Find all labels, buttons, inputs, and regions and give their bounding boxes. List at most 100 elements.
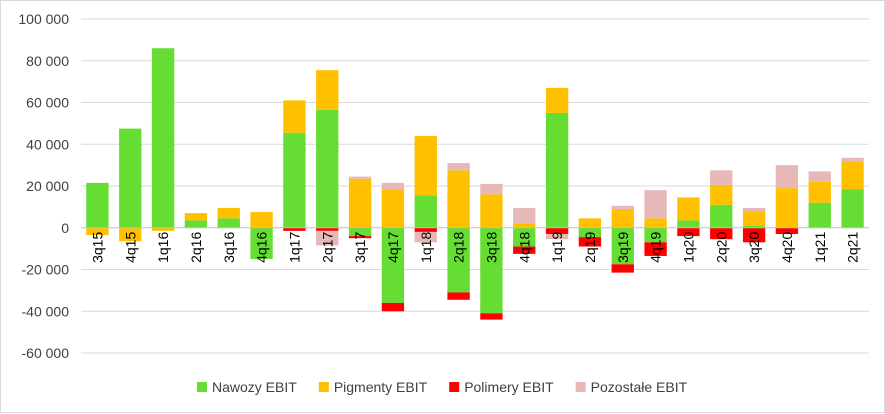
x-tick-label: 1q21 <box>812 232 828 263</box>
bar-segment-nawozy <box>677 220 700 228</box>
bar-segment-pigmenty <box>348 178 372 228</box>
y-tick-label: 60 000 <box>26 95 69 111</box>
bar-segment-polimery <box>447 292 470 300</box>
bar-segment-pozostałe <box>348 176 372 179</box>
x-tick-label: 4q20 <box>779 232 795 263</box>
x-tick-label: 3q20 <box>746 232 762 263</box>
legend-label: Pozostałe EBIT <box>591 379 688 395</box>
bar-segment-pigmenty <box>184 213 208 221</box>
bar-segment-pigmenty <box>480 194 503 228</box>
bar-segment-nawozy <box>119 128 142 228</box>
bar-segment-polimery <box>710 227 733 240</box>
x-tick-label: 3q18 <box>483 232 499 263</box>
bar-segment-pozostałe <box>710 170 733 185</box>
y-tick-label: -40 000 <box>22 303 70 319</box>
bar-segment-pigmenty <box>217 207 240 219</box>
x-tick-label: 4q16 <box>254 232 270 263</box>
bar-segment-nawozy <box>644 227 667 243</box>
bar-segment-polimery <box>513 246 536 254</box>
bar-segment-pigmenty <box>808 181 831 203</box>
bar-segment-nawozy <box>151 48 175 228</box>
bar-segment-nawozy <box>545 112 569 228</box>
x-tick-label: 4q19 <box>648 232 664 263</box>
bar-segment-pigmenty <box>447 170 470 228</box>
x-tick-label: 3q17 <box>352 232 368 263</box>
x-tick-label: 3q19 <box>615 232 631 263</box>
bar-segment-pozostałe <box>841 157 864 162</box>
bar-segment-pigmenty <box>283 100 306 133</box>
bar-segment-pozostałe <box>513 207 536 224</box>
y-tick-label: -20 000 <box>22 262 70 278</box>
bar-segment-polimery <box>611 264 634 273</box>
x-tick-label: 2q17 <box>319 232 335 263</box>
bar-segment-pozostałe <box>381 182 405 190</box>
bar-segment-pigmenty <box>841 161 864 190</box>
bar-segment-pozostałe <box>447 163 470 171</box>
bar-segment-polimery <box>545 227 569 235</box>
bar-segment-pozostałe <box>644 190 667 219</box>
x-tick-label: 2q18 <box>451 232 467 263</box>
bar-segment-pigmenty <box>414 135 437 196</box>
bar-segment-nawozy <box>217 218 240 228</box>
bar-segment-pozostałe <box>316 230 339 246</box>
bar-segment-polimery <box>578 237 602 247</box>
x-axis-tick-labels: 3q15 4q15 1q16 2q16 3q16 4q16 1q17 2q17 3q17 4q17… <box>89 232 860 263</box>
legend-label: Pigmenty EBIT <box>334 379 428 395</box>
bar-segment-polimery <box>316 227 339 231</box>
bar-segment-nawozy <box>710 204 733 228</box>
bar-segment-nawozy <box>841 189 864 228</box>
legend-label: Nawozy EBIT <box>212 379 297 395</box>
bar-segment-nawozy <box>86 182 109 228</box>
bar-segment-pigmenty <box>710 184 733 205</box>
bar-segment-pigmenty <box>86 227 109 236</box>
y-tick-label: -60 000 <box>22 345 70 361</box>
x-tick-label: 1q16 <box>155 232 171 263</box>
bar-segment-pozostałe <box>808 171 831 182</box>
bar-segment-pozostałe <box>480 183 503 195</box>
bar-segment-polimery <box>381 302 405 312</box>
bar-segment-nawozy <box>250 227 273 260</box>
bar-segment-nawozy <box>348 227 372 237</box>
legend-label: Polimery EBIT <box>464 379 554 395</box>
bar-segment-polimery <box>480 313 503 320</box>
bar-segment-pozostałe <box>742 207 766 212</box>
bar-segment-nawozy <box>283 132 306 228</box>
x-tick-label: 2q20 <box>713 232 729 263</box>
bar-segment-pigmenty <box>611 208 634 228</box>
bar-segment-pigmenty <box>775 188 799 228</box>
bar-segment-pigmenty <box>545 87 569 113</box>
x-tick-label: 4q15 <box>122 232 138 263</box>
bar-segment-pozostałe <box>414 231 437 243</box>
bar-segment-nawozy <box>447 227 470 293</box>
x-tick-label: 1q17 <box>286 232 302 263</box>
x-tick-label: 2q16 <box>188 232 204 263</box>
x-tick-label: 1q20 <box>680 232 696 263</box>
bar-segment-pigmenty <box>119 227 142 242</box>
bar-segment-nawozy <box>316 109 339 228</box>
gridlines <box>81 18 869 354</box>
bar-segment-polimery <box>283 227 306 231</box>
bar-segment-pigmenty <box>381 189 405 228</box>
x-tick-label: 1q19 <box>549 232 565 263</box>
bar-segment-pozostałe <box>775 165 799 189</box>
x-tick-label: 1q18 <box>418 232 434 263</box>
legend-swatch <box>449 382 460 392</box>
y-tick-label: 0 <box>61 220 69 236</box>
legend-swatch <box>575 382 586 392</box>
bar-segment-nawozy <box>513 227 536 247</box>
bar-segment-nawozy <box>414 195 437 228</box>
x-tick-label: 4q18 <box>516 232 532 263</box>
bar-segment-nawozy <box>184 220 208 228</box>
y-tick-label: 40 000 <box>26 136 69 152</box>
bar-segment-nawozy <box>808 202 831 228</box>
legend-swatch <box>318 382 329 392</box>
bar-segment-pigmenty <box>742 211 766 226</box>
bar-segment-polimery <box>775 227 799 235</box>
bar-segment-polimery <box>644 242 667 256</box>
bar-segment-polimery <box>414 227 437 232</box>
y-tick-label: 20 000 <box>26 178 69 194</box>
bar-segment-pigmenty <box>644 218 667 228</box>
bar-segment-pozostałe <box>611 205 634 209</box>
